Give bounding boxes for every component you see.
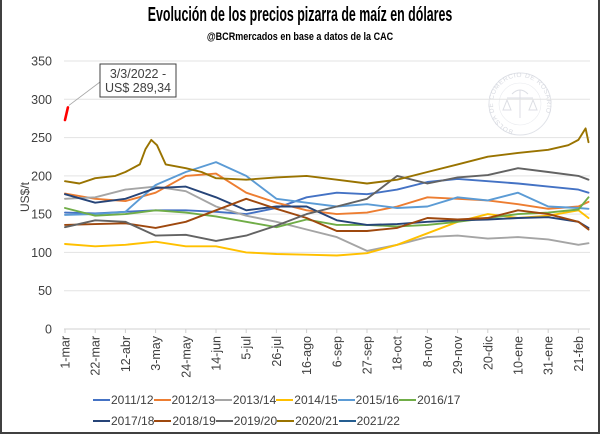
x-tick-label: 18-oct [391,335,405,370]
legend-label: 2012/13 [171,392,215,407]
x-tick-label: 1-mar [59,336,73,369]
legend-item: 2021/22 [338,413,400,428]
y-tick-label: 100 [31,246,52,260]
legend-label: 2013/14 [232,392,277,407]
x-tick-label: 22-mar [89,336,103,376]
series-line-2018-19 [64,197,590,232]
legend-label: 2015/16 [355,392,400,407]
legend-label: 2018/19 [172,413,216,428]
legend-item: 2018/19 [154,413,216,428]
series-line-2014-15 [64,209,590,257]
legend-swatch [93,419,110,422]
x-tick-label: 27-sep [361,336,375,374]
annotation-value: US$ 289,34 [105,81,171,95]
legend-item: 2015/16 [337,392,400,407]
series-line-2012-13 [64,172,590,216]
legend-item: 2020/21 [277,413,339,428]
legend-row: 2017/18 2018/19 2019/20 2020/21 2021/22 [93,410,533,431]
legend-swatch [277,419,295,422]
legend-swatch [153,398,171,401]
x-tick-label: 24-may [179,335,193,377]
y-tick-label: 0 [45,323,52,337]
x-tick-label: 20-dic [481,336,495,370]
y-tick-label: 250 [31,131,52,145]
legend-item: 2012/13 [153,392,215,407]
legend-label: 2011/12 [111,392,154,407]
legend-swatch [215,419,233,422]
y-tick-label: 200 [31,169,52,183]
x-tick-label: 12-abr [119,336,133,372]
legend-label: 2017/18 [111,413,155,428]
series-line-2013-14 [64,185,590,252]
legend-item: 2011/12 [93,393,154,407]
legend-row: 2011/12 2012/13 2013/14 2014/15 2015/16 2016/… [93,389,533,410]
legend-swatch [338,419,356,422]
legend-item: 2014/15 [276,392,338,407]
annotation-date: 3/3/2022 - [110,67,166,81]
y-tick-label: 350 [31,55,52,69]
legend-swatch [154,419,172,422]
legend-item: 2017/18 [93,414,154,428]
x-tick-label: 5-jul [240,336,254,360]
legend-swatch [214,398,232,401]
series-line-2016-17 [64,196,590,229]
legend-label: 2020/21 [295,413,339,428]
series-line-2017-18 [64,185,590,229]
legend-swatch [399,398,417,401]
legend-label: 2014/15 [294,392,338,407]
watermark-seal: BOLSA DE COMERCIO DE ROSARIO [488,72,552,136]
y-tick-label: 300 [31,93,52,107]
x-tick-label: 3-may [149,335,163,370]
annotation-box [99,63,177,98]
y-tick-label: 150 [31,208,52,222]
annotation-leader-line [68,81,101,106]
x-tick-label: 31-ene [542,336,556,375]
legend-swatch [276,398,294,401]
y-tick-label: 50 [38,284,52,298]
x-tick-label: 6-sep [330,336,344,367]
y-axis-title: US$/t [18,182,32,213]
legend-label: 2016/17 [417,392,461,407]
series-line-2019-20 [64,167,590,242]
x-tick-label: 29-nov [451,335,465,374]
x-tick-label: 8-nov [421,335,435,367]
legend-label: 2019/20 [233,413,278,428]
chart-legend: 2011/12 2012/13 2013/14 2014/15 2015/16 2016/… [93,389,533,431]
legend-swatch [337,398,355,401]
series-line-2021-22 [63,106,70,122]
chart-subtitle: @BCRmercados en base a datos de la CAC [206,31,394,43]
x-tick-label: 14-jun [210,336,224,371]
legend-item: 2016/17 [399,393,460,407]
legend-swatch [93,398,110,401]
x-tick-label: 26-jul [270,336,284,367]
legend-label: 2021/22 [356,413,400,428]
series-line-2020-21 [64,127,590,185]
chart-title: Evolución de los precios pizarra de maíz… [147,4,453,26]
x-tick-label: 10-ene [512,336,526,375]
scales-icon [502,89,538,118]
legend-item: 2019/20 [215,413,278,428]
x-tick-label: 21-feb [572,336,586,371]
legend-item: 2013/14 [214,392,277,407]
x-tick-label: 16-ago [300,336,314,375]
